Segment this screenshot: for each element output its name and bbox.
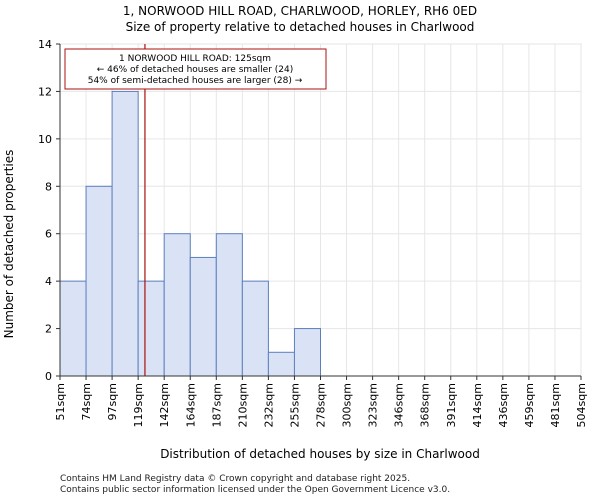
histogram-bar — [137, 280, 165, 377]
y-tick-label: 14 — [38, 38, 52, 51]
y-tick-label: 12 — [38, 85, 52, 98]
x-tick-label: 391sqm — [445, 383, 458, 427]
x-tick-label: 210sqm — [236, 383, 249, 427]
histogram-bar — [111, 90, 139, 377]
histogram-bar — [59, 280, 87, 377]
x-tick-label: 504sqm — [575, 383, 588, 427]
footer-line-2: Contains public sector information licen… — [60, 485, 451, 495]
y-tick-label: 4 — [45, 275, 52, 288]
x-tick-label: 51sqm — [54, 383, 67, 420]
histogram-bar — [163, 233, 191, 377]
x-tick-label: 187sqm — [210, 383, 223, 427]
y-tick-label: 8 — [45, 180, 52, 193]
x-tick-label: 119sqm — [132, 383, 145, 427]
y-axis-label: Number of detached properties — [2, 150, 16, 339]
x-tick-label: 142sqm — [158, 383, 171, 427]
x-tick-label: 255sqm — [288, 383, 301, 427]
footer-line-1: Contains HM Land Registry data © Crown c… — [60, 474, 411, 484]
annotation-line-3: 54% of semi-detached houses are larger (… — [88, 76, 303, 86]
histogram-bar — [267, 351, 295, 377]
x-tick-label: 164sqm — [184, 383, 197, 427]
x-axis: 51sqm 74sqm 97sqm 119sqm 142sqm 164sqm 187sqm 2… — [54, 44, 588, 427]
annotation-box: 1 NORWOOD HILL ROAD: 125sqm ← 46% of det… — [64, 48, 327, 90]
y-tick-label: 10 — [38, 133, 52, 146]
y-axis: 0 2 4 6 8 10 12 14 — [38, 38, 60, 383]
x-axis-label: Distribution of detached houses by size … — [160, 447, 480, 461]
chart-subtitle: Size of property relative to detached ho… — [126, 20, 475, 34]
annotation-frame — [64, 48, 327, 90]
x-tick-label: 368sqm — [419, 383, 432, 427]
histogram-bar — [293, 328, 322, 377]
y-tick-label: 2 — [45, 323, 52, 336]
x-tick-label: 300sqm — [341, 383, 354, 427]
x-tick-label: 481sqm — [549, 383, 562, 427]
x-tick-label: 74sqm — [80, 383, 93, 420]
histogram-bar — [85, 185, 113, 377]
histogram-bar — [215, 233, 243, 377]
x-tick-label: 346sqm — [393, 383, 406, 427]
x-tick-label: 459sqm — [523, 383, 536, 427]
x-tick-label: 232sqm — [262, 383, 275, 427]
x-tick-label: 436sqm — [497, 383, 510, 427]
x-tick-label: 414sqm — [471, 383, 484, 427]
y-tick-label: 0 — [45, 370, 52, 383]
x-tick-label: 323sqm — [367, 383, 380, 427]
histogram-bar — [189, 256, 217, 377]
histogram-bar — [241, 280, 269, 377]
x-tick-label: 97sqm — [106, 383, 119, 420]
annotation-line-1: 1 NORWOOD HILL ROAD: 125sqm — [119, 54, 271, 64]
bars-group — [59, 90, 322, 377]
annotation-line-2: ← 46% of detached houses are smaller (24… — [97, 65, 294, 75]
chart-title: 1, NORWOOD HILL ROAD, CHARLWOOD, HORLEY,… — [123, 4, 477, 18]
y-tick-label: 6 — [45, 228, 52, 241]
x-tick-label: 278sqm — [315, 383, 328, 427]
